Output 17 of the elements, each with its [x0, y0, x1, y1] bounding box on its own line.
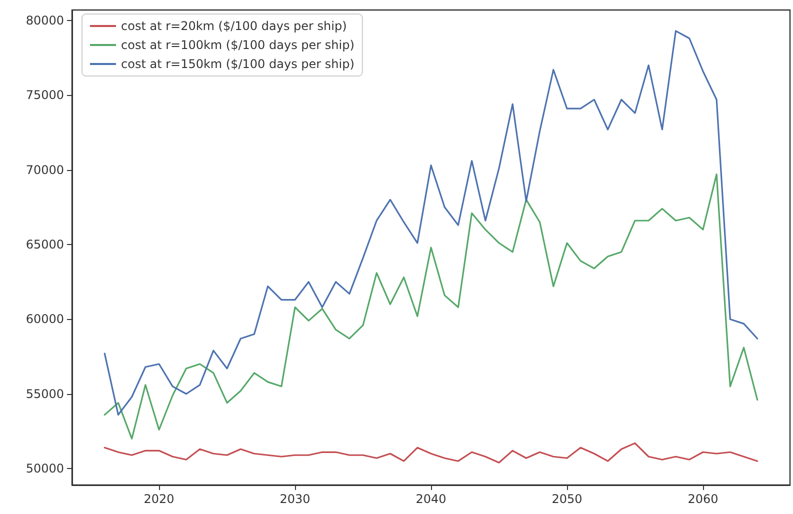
y-tick-label: 65000: [26, 238, 64, 252]
x-tick-label: 2040: [416, 492, 446, 506]
y-tick-label: 55000: [26, 386, 64, 401]
line-series: [104, 442, 758, 464]
x-tick-label: 2060: [688, 492, 718, 506]
x-tick-label: 2030: [280, 492, 310, 506]
line-series: [104, 174, 758, 440]
y-tick-label: 70000: [26, 162, 64, 177]
legend-label: cost at r=150km ($/100 days per ship): [121, 57, 354, 71]
x-tick-label: 2050: [552, 492, 582, 506]
legend-label: cost at r=20km ($/100 days per ship): [121, 19, 347, 33]
y-tick-label: 75000: [26, 88, 64, 102]
x-tick-label: 2020: [144, 492, 174, 506]
y-tick-label: 80000: [26, 13, 64, 28]
legend-label: cost at r=100km ($/100 days per ship): [121, 38, 354, 52]
y-tick-label: 50000: [26, 462, 64, 476]
y-tick-label: 60000: [26, 312, 64, 326]
